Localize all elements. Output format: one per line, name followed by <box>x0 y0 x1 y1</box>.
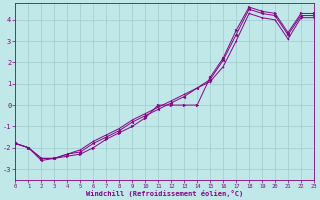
X-axis label: Windchill (Refroidissement éolien,°C): Windchill (Refroidissement éolien,°C) <box>86 190 243 197</box>
